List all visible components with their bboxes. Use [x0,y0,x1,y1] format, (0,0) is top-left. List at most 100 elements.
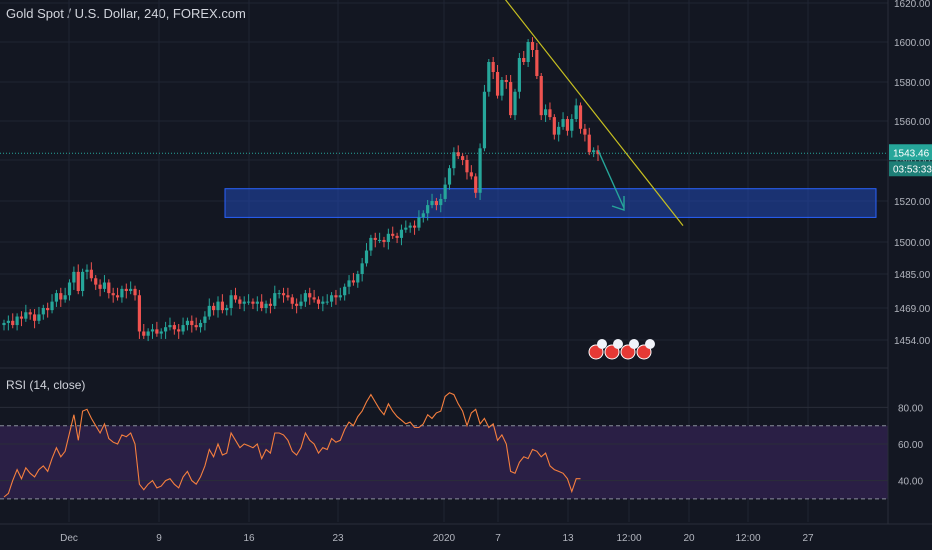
candle-body [439,198,443,206]
rsi-line [3,392,581,498]
candle [32,309,37,329]
candle-body [115,295,120,298]
event-marker [604,344,620,360]
candle [395,232,399,244]
candle [504,75,508,89]
candle-body [220,301,224,311]
candle-body [255,301,259,304]
candle [137,289,141,339]
candle [356,270,360,288]
candle-body [570,119,574,131]
candle [404,220,408,233]
candle [373,232,377,248]
candle [2,319,6,331]
candle [229,289,233,316]
candle [277,289,281,299]
time-tick-label: 27 [802,533,814,544]
candle-body [360,263,364,274]
candle [513,88,517,121]
candle-body [46,308,50,311]
candle [347,275,351,295]
candle [111,287,115,303]
candle [59,287,63,307]
candle-body [216,301,220,311]
candle [329,292,334,307]
candle [369,234,373,256]
countdown-value: 03:53:33 [893,164,932,175]
candle-body [452,152,456,169]
candle [447,165,452,190]
price-tick-label: 1560.00 [894,117,931,128]
candle-body [133,288,137,296]
candle [391,226,395,239]
candle [382,236,386,248]
candle [220,294,224,314]
candle-body [447,168,452,185]
price-tick-label: 1600.00 [894,38,931,49]
candle [465,155,469,180]
candle [264,300,268,314]
candle [378,232,382,244]
candle [85,264,89,280]
candle-body [478,148,482,193]
candle [543,104,548,122]
candle [574,98,578,122]
candle [246,294,251,305]
candle-body [81,271,85,291]
candle-body [308,293,312,298]
candle-body [172,325,176,330]
candle [399,224,404,246]
candle-body [155,329,159,334]
candle-body [596,150,600,155]
candle-body [404,227,408,230]
candle-body [290,297,294,304]
candle [478,143,482,200]
candle-body [334,295,338,298]
candle [41,304,45,320]
candle-body [238,299,242,304]
candle-body [548,109,552,118]
event-marker [636,344,652,360]
candle-body [395,235,399,238]
candle-body [212,305,216,311]
candle-body [373,237,377,240]
candle-body [504,80,508,82]
candle [181,317,185,335]
candle [286,287,290,301]
candle [238,296,242,310]
candle [102,275,107,293]
candle [15,313,19,331]
candle-body [198,322,203,328]
candle-body [164,327,168,332]
candle-body [500,80,504,96]
candle-body [456,152,460,157]
candle [587,127,591,156]
candle [522,51,526,65]
candle-body [430,201,434,206]
candle-body [72,271,76,283]
rsi-band [0,425,888,499]
candle-body [356,274,360,283]
candle [72,266,76,290]
candle-body [242,301,246,304]
candle [268,298,273,314]
candle [290,294,294,310]
candle [570,114,574,138]
candle-body [268,303,273,306]
candle-body [98,284,102,289]
price-axis-bg [888,0,932,550]
price-tick-label: 1469.00 [894,304,931,315]
candle-body [94,278,98,285]
rsi-tick-label: 60.00 [898,440,923,451]
candle-body [378,239,382,241]
candle [54,289,59,307]
candle [526,39,530,67]
candle-body [522,58,526,62]
candle-body [386,233,390,242]
price-tick-label: 1500.00 [894,238,931,249]
candles [2,37,600,342]
candle [351,272,356,286]
candle-body [587,134,591,153]
candle [295,298,299,314]
